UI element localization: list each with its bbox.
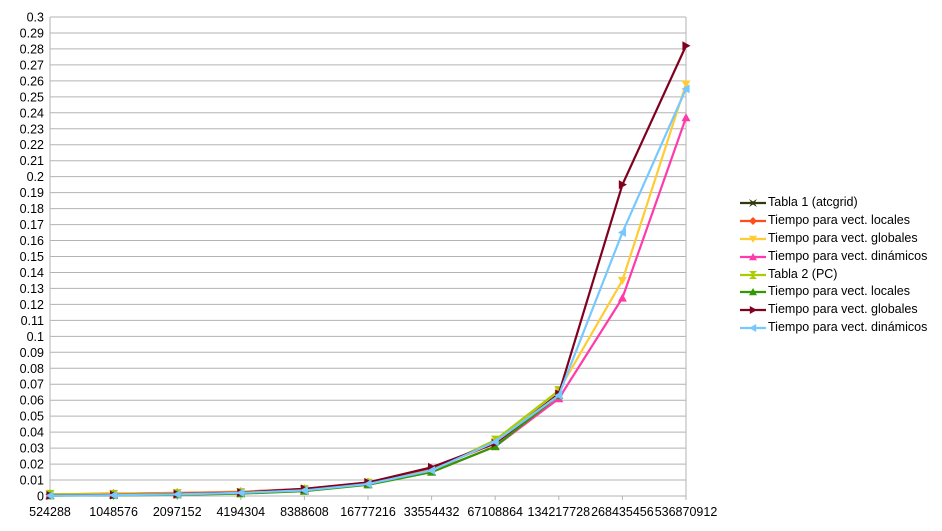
y-tick-label: 0.25 [20, 90, 44, 104]
legend-label: Tiempo para vect. dinámicos [768, 248, 928, 263]
x-tick-label: 8388608 [280, 505, 329, 519]
legend-swatch [740, 288, 766, 296]
legend-swatch [740, 324, 766, 333]
data-point [681, 113, 691, 122]
legend-item: Tiempo para vect. dinámicos [740, 319, 940, 337]
x-tick-label: 268435456 [591, 505, 654, 519]
data-point [172, 489, 181, 499]
data-point [681, 84, 690, 94]
data-point [749, 288, 757, 296]
data-point [554, 390, 563, 400]
legend-item: Tiempo para vect. locales [740, 283, 940, 301]
x-tick-label: 67108864 [467, 505, 523, 519]
data-point [749, 235, 757, 243]
legend-swatch [740, 306, 766, 315]
y-tick-label: 0.21 [20, 154, 44, 168]
data-point [617, 293, 627, 302]
data-point [45, 491, 54, 501]
y-tick-label: 0.02 [20, 458, 44, 472]
y-tick-label: 0.03 [20, 442, 44, 456]
data-point [617, 276, 627, 285]
legend-label: Tiempo para vect. globales [768, 230, 918, 245]
legend-item: Tabla 2 (PC) [740, 266, 940, 284]
y-tick-label: 0.1 [27, 330, 44, 344]
legend-label: Tabla 1 (atcgrid) [768, 195, 858, 209]
x-tick-label: 134217728 [528, 505, 591, 519]
y-tick-label: 0.06 [20, 394, 44, 408]
y-tick-label: 0.01 [20, 474, 44, 488]
y-tick-label: 0.13 [20, 282, 44, 296]
y-tick-label: 0.15 [20, 250, 44, 264]
legend-item: Tiempo para vect. globales [740, 301, 940, 319]
data-point [490, 442, 500, 451]
legend-item: Tiempo para vect. globales [740, 230, 940, 248]
data-point [749, 306, 757, 315]
y-tick-label: 0.26 [20, 74, 44, 88]
data-point [236, 488, 245, 498]
y-tick-label: 0.08 [20, 362, 44, 376]
data-point [109, 490, 118, 500]
x-tick-label: 33554432 [404, 505, 460, 519]
y-tick-label: 0.05 [20, 410, 44, 424]
y-tick-label: 0.23 [20, 122, 44, 136]
y-tick-label: 0.04 [20, 426, 44, 440]
series-8 [45, 84, 690, 501]
y-tick-label: 0.19 [20, 186, 44, 200]
y-tick-label: 0.2 [27, 170, 44, 184]
legend-label: Tiempo para vect. locales [768, 284, 910, 299]
y-tick-label: 0.16 [20, 234, 44, 248]
x-tick-label: 524288 [29, 505, 71, 519]
y-tick-label: 0.28 [20, 42, 44, 56]
legend-item: Tabla 1 (atcgrid) [740, 194, 940, 212]
legend-item: Tiempo para vect. dinámicos [740, 248, 940, 266]
x-tick-label: 1048576 [89, 505, 138, 519]
data-point [682, 41, 691, 51]
data-point [618, 180, 627, 190]
legend-label: Tiempo para vect. locales [768, 212, 910, 227]
y-tick-label: 0.29 [20, 26, 44, 40]
data-point [749, 199, 757, 207]
y-tick-label: 0.3 [27, 11, 44, 25]
y-tick-label: 0.27 [20, 58, 44, 72]
x-tick-label: 16777216 [340, 505, 396, 519]
legend-label: Tabla 2 (PC) [768, 266, 838, 281]
legend-item: Tiempo para vect. locales [740, 212, 940, 230]
data-point [749, 216, 757, 225]
series-group [45, 41, 691, 501]
y-tick-label: 0.07 [20, 378, 44, 392]
x-tick-label: 4194304 [216, 505, 265, 519]
data-point [749, 270, 757, 279]
y-tick-label: 0.24 [20, 106, 44, 120]
legend-swatch [740, 235, 766, 243]
data-point [427, 465, 436, 475]
data-point [617, 228, 626, 238]
y-tick-label: 0.22 [20, 138, 44, 152]
data-point [363, 479, 372, 489]
y-tick-label: 0.12 [20, 298, 44, 312]
y-tick-label: 0.09 [20, 346, 44, 360]
y-tick-label: 0.17 [20, 218, 44, 232]
chart-legend: Tabla 1 (atcgrid) Tiempo para vect. local… [740, 194, 940, 337]
data-point [749, 324, 757, 333]
y-tick-label: 0.11 [21, 314, 44, 328]
grid-lines [49, 16, 687, 500]
data-point [299, 485, 308, 495]
legend-swatch [740, 199, 766, 207]
x-axis-tick-labels: 524288 1048576 2097152 4194304 8388608 167772… [29, 505, 717, 519]
x-tick-label: 536870912 [655, 505, 718, 519]
legend-label: Tiempo para vect. dinámicos [768, 320, 928, 335]
legend-swatch [740, 252, 766, 260]
legend-label: Tiempo para vect. globales [768, 302, 918, 317]
legend-swatch [740, 270, 766, 279]
y-tick-label: 0.18 [20, 202, 44, 216]
data-point [490, 437, 499, 447]
legend-swatch [740, 216, 766, 225]
y-tick-label: 0 [37, 490, 44, 504]
y-tick-label: 0.14 [20, 266, 44, 280]
y-axis-tick-labels: 0 0.01 0.02 0.03 0.04 0.05 0.06 0.07 0.08 0.09 0.1… [20, 11, 44, 504]
data-point [749, 252, 757, 260]
data-point [681, 80, 691, 89]
x-tick-label: 2097152 [153, 505, 202, 519]
